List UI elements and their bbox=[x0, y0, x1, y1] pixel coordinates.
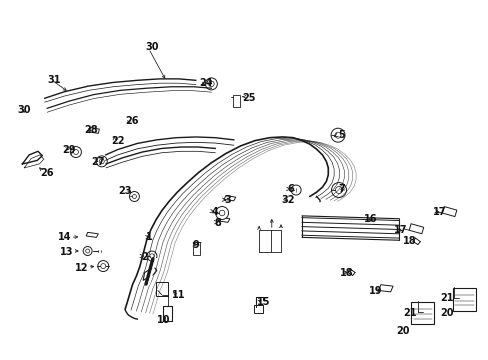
Polygon shape bbox=[143, 268, 157, 280]
Bar bbox=[232, 95, 239, 107]
Text: 8: 8 bbox=[214, 218, 221, 228]
Text: 13: 13 bbox=[60, 247, 73, 257]
Text: 30: 30 bbox=[18, 105, 31, 115]
Bar bbox=[156, 282, 167, 296]
Circle shape bbox=[219, 210, 224, 216]
Text: 15: 15 bbox=[257, 297, 270, 307]
Text: 19: 19 bbox=[368, 286, 382, 296]
Circle shape bbox=[101, 264, 105, 269]
Circle shape bbox=[290, 185, 301, 195]
Text: 27: 27 bbox=[91, 157, 105, 167]
Circle shape bbox=[335, 186, 342, 194]
Circle shape bbox=[149, 254, 154, 258]
Bar bbox=[253, 305, 262, 313]
Text: 31: 31 bbox=[48, 75, 61, 85]
Bar bbox=[193, 242, 200, 255]
Circle shape bbox=[85, 249, 89, 253]
Text: 2: 2 bbox=[141, 252, 148, 262]
Circle shape bbox=[99, 159, 104, 164]
Text: 20: 20 bbox=[395, 325, 409, 336]
Polygon shape bbox=[378, 285, 392, 292]
Circle shape bbox=[83, 247, 92, 256]
Text: 12: 12 bbox=[74, 263, 88, 273]
Text: 9: 9 bbox=[192, 239, 199, 249]
Text: 29: 29 bbox=[62, 144, 76, 154]
Text: 24: 24 bbox=[199, 78, 212, 88]
Circle shape bbox=[129, 192, 139, 202]
Text: 5: 5 bbox=[338, 130, 345, 140]
Text: 18: 18 bbox=[403, 236, 416, 246]
Circle shape bbox=[215, 207, 228, 220]
Text: 17: 17 bbox=[432, 207, 445, 217]
Text: 3: 3 bbox=[224, 195, 230, 205]
Circle shape bbox=[70, 147, 81, 158]
Circle shape bbox=[331, 183, 346, 198]
Polygon shape bbox=[89, 128, 99, 134]
Circle shape bbox=[208, 81, 214, 87]
Text: 7: 7 bbox=[338, 184, 345, 194]
Text: 32: 32 bbox=[281, 195, 294, 205]
Circle shape bbox=[334, 132, 340, 138]
Bar bbox=[452, 288, 475, 311]
Text: 14: 14 bbox=[58, 232, 71, 242]
Text: 11: 11 bbox=[172, 290, 185, 300]
Circle shape bbox=[73, 149, 78, 154]
Text: 6: 6 bbox=[287, 184, 294, 194]
Circle shape bbox=[205, 78, 217, 90]
Polygon shape bbox=[408, 224, 423, 234]
Text: 21: 21 bbox=[439, 293, 452, 303]
Text: 17: 17 bbox=[393, 225, 407, 235]
Text: 26: 26 bbox=[41, 168, 54, 178]
Text: 25: 25 bbox=[242, 93, 256, 103]
Circle shape bbox=[98, 261, 108, 271]
Circle shape bbox=[132, 194, 136, 198]
Text: 1: 1 bbox=[146, 232, 153, 242]
Text: 30: 30 bbox=[145, 42, 159, 52]
Circle shape bbox=[330, 128, 345, 142]
Polygon shape bbox=[224, 195, 235, 201]
Circle shape bbox=[147, 251, 157, 261]
Polygon shape bbox=[218, 217, 229, 222]
Text: 18: 18 bbox=[339, 268, 353, 278]
Text: 26: 26 bbox=[125, 116, 139, 126]
Polygon shape bbox=[441, 207, 456, 217]
Text: 16: 16 bbox=[364, 215, 377, 224]
Text: 4: 4 bbox=[211, 207, 218, 217]
Text: 28: 28 bbox=[84, 125, 98, 135]
Bar bbox=[410, 302, 433, 324]
Text: 20: 20 bbox=[439, 308, 452, 318]
Text: 23: 23 bbox=[118, 186, 132, 196]
Text: 21: 21 bbox=[403, 308, 416, 318]
Text: 10: 10 bbox=[157, 315, 170, 325]
Polygon shape bbox=[86, 232, 98, 237]
Text: 22: 22 bbox=[111, 136, 124, 145]
Circle shape bbox=[96, 156, 107, 167]
